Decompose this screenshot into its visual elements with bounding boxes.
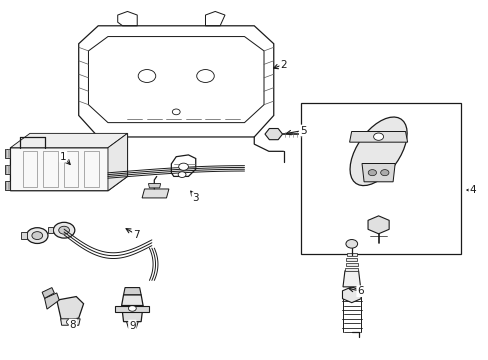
Text: 1: 1 [60, 152, 66, 162]
Polygon shape [349, 131, 407, 142]
Polygon shape [4, 165, 10, 174]
Polygon shape [61, 319, 80, 325]
Circle shape [66, 319, 74, 325]
Text: 4: 4 [468, 185, 475, 195]
Polygon shape [122, 295, 143, 306]
Polygon shape [48, 227, 53, 233]
Circle shape [373, 133, 383, 140]
Polygon shape [88, 37, 264, 123]
Polygon shape [10, 134, 127, 148]
Polygon shape [346, 253, 356, 256]
Polygon shape [148, 184, 160, 188]
Polygon shape [349, 117, 407, 186]
Text: 8: 8 [69, 320, 76, 329]
Polygon shape [126, 321, 138, 328]
Circle shape [53, 222, 75, 238]
Polygon shape [345, 263, 357, 266]
Polygon shape [57, 297, 83, 321]
Text: 3: 3 [192, 193, 199, 203]
Circle shape [138, 69, 156, 82]
Polygon shape [342, 287, 360, 303]
Polygon shape [10, 134, 127, 191]
Circle shape [172, 109, 180, 115]
Circle shape [345, 239, 357, 248]
Circle shape [128, 306, 136, 311]
Polygon shape [346, 258, 356, 261]
Polygon shape [142, 189, 168, 198]
Circle shape [26, 228, 48, 243]
Polygon shape [367, 216, 388, 234]
Polygon shape [44, 293, 59, 309]
Text: 5: 5 [299, 126, 305, 135]
Text: 6: 6 [357, 286, 363, 296]
Polygon shape [21, 233, 26, 239]
Text: 2: 2 [280, 59, 286, 69]
Polygon shape [301, 132, 304, 136]
Circle shape [178, 163, 188, 170]
Circle shape [380, 170, 388, 176]
Circle shape [59, 226, 69, 234]
Polygon shape [342, 271, 360, 287]
Text: 7: 7 [133, 230, 139, 239]
Polygon shape [345, 267, 357, 271]
Text: 9: 9 [129, 321, 135, 330]
Polygon shape [42, 288, 54, 298]
Circle shape [32, 231, 42, 239]
Circle shape [178, 172, 185, 177]
Polygon shape [264, 129, 282, 140]
Circle shape [196, 69, 214, 82]
Circle shape [367, 170, 376, 176]
Polygon shape [115, 306, 149, 312]
Polygon shape [4, 181, 10, 190]
Polygon shape [108, 134, 127, 191]
Polygon shape [361, 163, 394, 182]
Polygon shape [123, 288, 141, 295]
Polygon shape [4, 149, 10, 158]
Polygon shape [122, 306, 143, 321]
